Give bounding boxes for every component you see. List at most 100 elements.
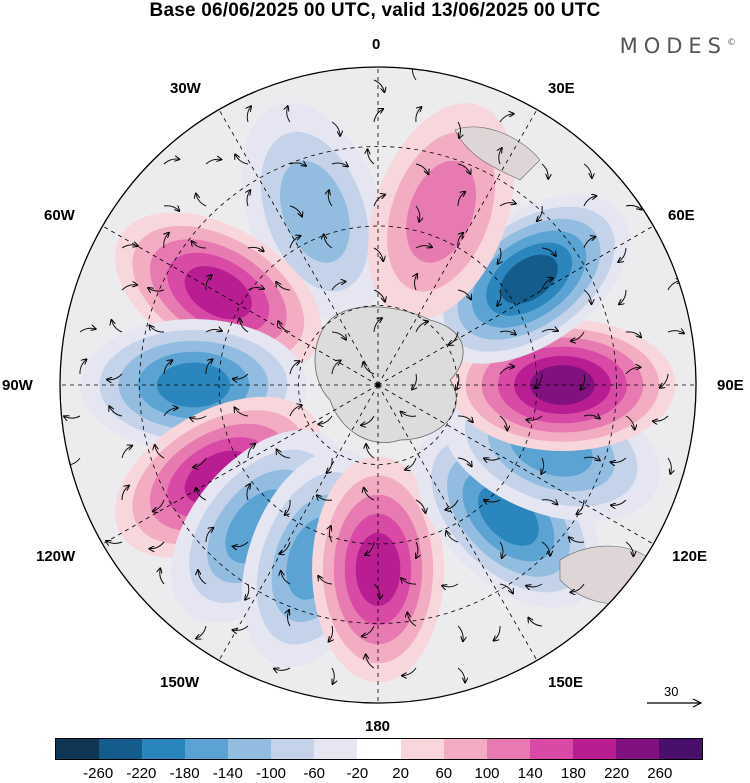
- streamline-arrow: [537, 205, 543, 221]
- lon-label-30e: 30E: [548, 80, 575, 97]
- streamline-arrow: [318, 576, 333, 585]
- streamline-arrow: [247, 106, 251, 123]
- streamline-arrow: [366, 444, 375, 459]
- streamline-arrow: [580, 373, 584, 390]
- streamline-arrow: [541, 163, 548, 179]
- streamline-arrow: [402, 667, 417, 676]
- streamline-arrow: [79, 359, 86, 375]
- streamline-arrow: [276, 449, 291, 459]
- streamline-arrow: [373, 247, 383, 261]
- colorbar-cell: [314, 739, 358, 759]
- streamline-arrow: [625, 367, 641, 375]
- streamline-arrow: [163, 206, 179, 211]
- lon-label-120e: 120E: [672, 548, 708, 565]
- streamline-arrow: [107, 373, 123, 380]
- streamline-arrow: [109, 406, 123, 417]
- colorbar-tick-label: 100: [474, 765, 500, 782]
- streamline-arrow: [415, 499, 425, 513]
- streamline-arrow: [625, 331, 641, 337]
- lon-label-30w: 30W: [170, 80, 201, 97]
- lon-label-60e: 60E: [668, 207, 695, 224]
- meridian-line: [377, 109, 538, 386]
- streamline-arrow: [235, 154, 249, 165]
- streamline-arrow: [583, 196, 596, 207]
- colorbar-tick-label: 140: [517, 765, 543, 782]
- streamline-arrow: [499, 114, 514, 123]
- streamline-arrow: [407, 613, 417, 627]
- streamline-arrow: [405, 457, 417, 470]
- streamline-arrow: [328, 190, 333, 207]
- streamline-arrow: [121, 285, 137, 291]
- streamline-arrow: [149, 325, 165, 333]
- colorbar-cell: [658, 739, 702, 759]
- meridian-line: [218, 384, 379, 661]
- streamline-arrow: [571, 331, 585, 341]
- streamline-arrow: [232, 625, 249, 630]
- streamline-arrow: [149, 541, 165, 549]
- streamline-arrow: [445, 499, 459, 510]
- streamline-arrow: [541, 329, 558, 333]
- streamline-arrow: [121, 245, 138, 249]
- colorbar-labels: -260 -220 -180 -140 -100 -60 -20 20 60 100 140 180 2…: [0, 765, 750, 783]
- colorbar-cell: [615, 739, 659, 759]
- streamline-arrow: [196, 194, 207, 207]
- colorbar-cell: [142, 739, 186, 759]
- streamline-arrow: [449, 331, 459, 345]
- streamline-arrow: [653, 415, 669, 421]
- meridian-line: [102, 225, 379, 386]
- streamline-arrow: [287, 106, 291, 123]
- streamline-arrow: [331, 331, 346, 340]
- streamline-arrow: [499, 415, 507, 430]
- latitude-circle: [139, 146, 617, 624]
- streamline-arrow: [412, 67, 417, 81]
- streamline-arrow: [625, 541, 633, 556]
- colorbar-cell: [56, 739, 100, 759]
- streamline-arrow: [625, 205, 642, 209]
- streamline-arrow: [541, 541, 550, 556]
- streamline-arrow: [667, 457, 671, 474]
- streamline-arrow: [205, 329, 222, 333]
- streamline-arrow: [442, 583, 459, 587]
- streamline-arrow: [526, 583, 543, 587]
- streamline-arrow: [660, 373, 669, 388]
- streamline-arrow: [289, 163, 306, 166]
- anomaly-contour: [500, 254, 558, 304]
- streamline-arrow: [484, 458, 501, 460]
- streamline-arrow: [499, 583, 513, 593]
- colorbar-cell: [486, 739, 530, 759]
- streamline-arrow: [541, 247, 556, 256]
- streamline-arrow: [412, 373, 416, 389]
- colorbar-cell: [228, 739, 272, 759]
- lon-label-90e: 90E: [717, 377, 744, 394]
- streamline-arrow: [499, 203, 516, 207]
- streamline-arrow: [247, 444, 255, 459]
- streamline-arrow: [534, 373, 543, 388]
- streamline-arrow: [457, 667, 465, 682]
- colorbar-tick-label: 20: [392, 765, 409, 782]
- brand-mark: ©: [727, 38, 736, 48]
- meridian-line: [377, 384, 654, 545]
- streamline-arrow: [457, 625, 463, 641]
- meridian-line: [377, 384, 538, 661]
- streamline-arrow: [619, 289, 627, 304]
- lon-label-180: 180: [365, 718, 391, 735]
- streamline-arrow: [569, 537, 585, 542]
- colorbar-tick-label: 60: [435, 765, 453, 782]
- streamline-arrow: [205, 528, 213, 543]
- streamline-arrow: [625, 415, 635, 429]
- streamline-arrow: [329, 625, 333, 642]
- streamline-arrow: [155, 445, 165, 459]
- streamline-arrow: [190, 415, 207, 419]
- streamline-arrow: [247, 190, 250, 207]
- streamline-arrow: [667, 331, 684, 334]
- streamline-arrow: [285, 499, 291, 515]
- lon-label-0: 0: [372, 36, 381, 53]
- streamline-arrow: [239, 318, 249, 333]
- lon-label-150w: 150W: [160, 674, 200, 691]
- streamline-arrow: [618, 247, 627, 262]
- streamline-arrow: [289, 236, 300, 249]
- streamline-arrow: [541, 500, 557, 505]
- streamline-arrow: [121, 486, 129, 501]
- streamline-arrow: [368, 149, 375, 165]
- streamline-arrow: [148, 288, 165, 291]
